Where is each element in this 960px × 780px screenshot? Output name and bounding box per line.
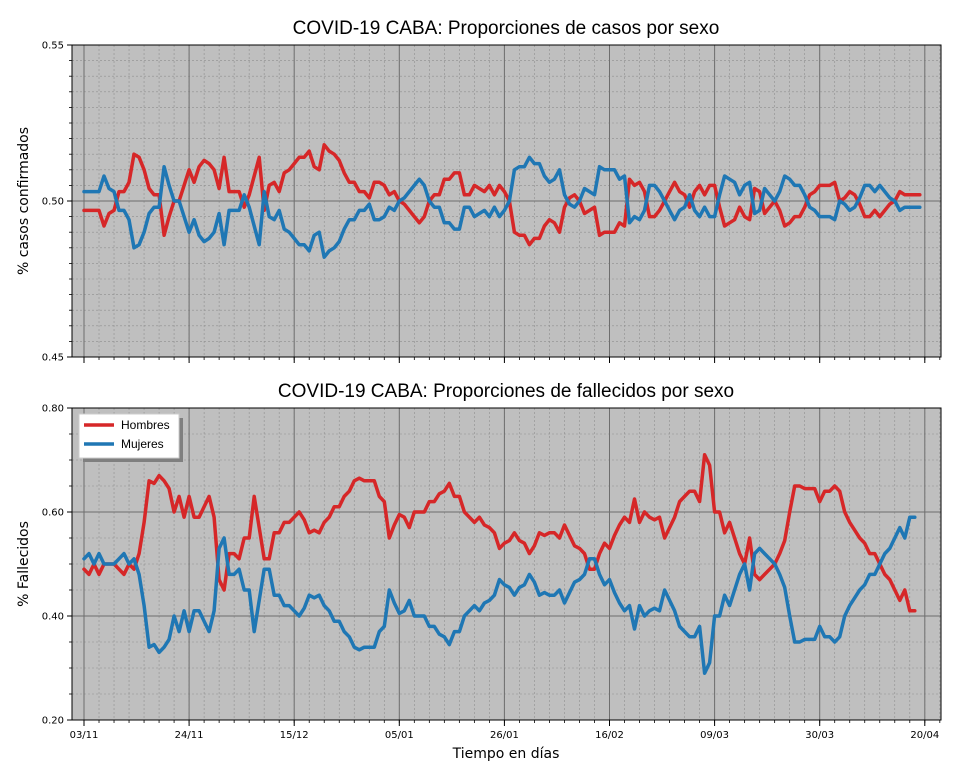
deaths-x-ticks: 03/11 24/11 15/12 05/01 26/01 16/02 09/03 30/03… [70,720,941,741]
deaths-x-tick-label: 03/11 [70,730,99,741]
cases-y-tick-label: 0.50 [42,197,64,208]
deaths-x-tick-label: 24/11 [175,730,204,741]
cases-y-ticks: 0.45 0.50 0.55 [42,41,72,364]
deaths-x-tick-label: 20/04 [910,730,939,741]
cases-chart: COVID-19 CABA: Proporciones de casos por… [16,18,942,364]
deaths-x-tick-label: 26/01 [490,730,519,741]
cases-y-axis-label: % casos confirmados [16,127,32,275]
deaths-series [82,453,917,675]
deaths-y-ticks: 0.20 0.40 0.60 0.80 [42,404,72,727]
deaths-plot-area [72,408,941,720]
deaths-x-tick-label: 09/03 [700,730,729,741]
deaths-y-tick-label: 0.20 [42,716,64,727]
deaths-y-tick-label: 0.80 [42,404,64,415]
deaths-chart: COVID-19 CABA: Proporciones de fallecido… [16,381,942,741]
deaths-y-axis-label: % Fallecidos [16,521,32,607]
deaths-chart-title: COVID-19 CABA: Proporciones de fallecido… [278,381,734,402]
cases-series-line-hombres [82,143,922,247]
deaths-x-tick-label: 16/02 [595,730,624,741]
deaths-x-tick-label: 15/12 [280,730,309,741]
legend-label-mujeres: Mujeres [121,437,164,451]
cases-series-line-mujeres [82,155,922,259]
cases-chart-title: COVID-19 CABA: Proporciones de casos por… [293,18,720,39]
deaths-y-tick-label: 0.40 [42,612,64,623]
deaths-series-line-mujeres [82,515,917,675]
legend-box [78,413,180,459]
legend: Hombres Mujeres [78,413,183,462]
x-axis-label: Tiempo en días [452,746,560,762]
legend-label-hombres: Hombres [121,418,170,432]
cases-y-tick-label: 0.45 [42,353,64,364]
deaths-series-line-hombres [82,453,917,613]
deaths-x-tick-label: 30/03 [805,730,834,741]
cases-y-tick-label: 0.55 [42,41,64,52]
deaths-x-tick-label: 05/01 [385,730,414,741]
deaths-y-tick-label: 0.60 [42,508,64,519]
cases-x-ticks [83,357,941,363]
cases-series [82,143,922,259]
